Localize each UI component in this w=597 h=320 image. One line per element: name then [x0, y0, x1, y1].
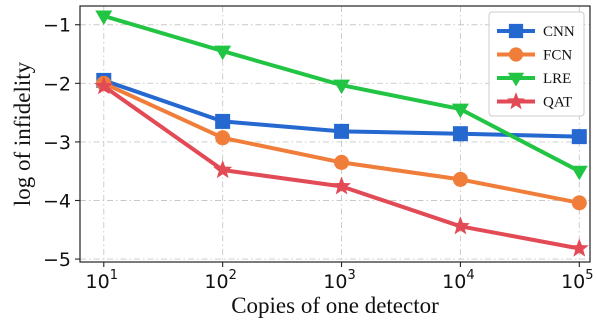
data-point-fcn [571, 195, 587, 211]
data-point-fcn [334, 154, 350, 170]
x-tick-label: 103 [323, 268, 355, 293]
legend-marker-fcn [508, 47, 524, 62]
data-point-lre [214, 45, 232, 61]
x-axis-label: Copies of one detector [231, 293, 439, 318]
y-axis-label: log of infidelity [10, 61, 35, 206]
x-tick-exponent: 5 [585, 268, 593, 283]
y-tick-label: −3 [43, 132, 71, 154]
legend-label-fcn: FCN [543, 48, 572, 64]
data-point-qat [569, 238, 589, 257]
x-tick-label: 104 [442, 268, 474, 293]
legend-label-lre: LRE [543, 71, 571, 87]
data-point-lre [95, 10, 113, 25]
legend-marker-cnn [508, 23, 524, 39]
x-tick-label: 105 [561, 268, 593, 293]
data-point-cnn [452, 126, 468, 142]
x-tick-base: 10 [204, 271, 228, 293]
data-point-cnn [215, 113, 231, 129]
y-tick-label: −5 [43, 249, 71, 271]
data-point-cnn [571, 129, 587, 145]
series-layer [94, 10, 589, 257]
data-point-cnn [334, 123, 350, 139]
x-tick-base: 10 [561, 271, 585, 293]
x-tick-base: 10 [442, 271, 466, 293]
legend-marker-qat [507, 92, 525, 110]
data-point-qat [450, 216, 470, 235]
y-tick-label: −2 [43, 73, 71, 95]
x-tick-label: 101 [86, 268, 118, 293]
legend: CNN FCN LRE QAT [488, 11, 585, 117]
x-tick-exponent: 1 [110, 268, 118, 283]
data-point-qat [213, 160, 233, 179]
x-tick-exponent: 3 [347, 268, 355, 283]
data-point-qat [332, 176, 351, 195]
plot-frame [79, 5, 591, 263]
x-tick-exponent: 2 [229, 268, 237, 283]
data-point-qat [94, 76, 114, 95]
x-tick-label: 102 [204, 268, 236, 293]
legend-label-qat: QAT [543, 95, 572, 111]
y-tick-label: −1 [43, 15, 71, 37]
data-point-fcn [452, 171, 468, 187]
legend-label-cnn: CNN [543, 24, 575, 40]
y-tick-label: −4 [43, 190, 71, 212]
data-point-lre [570, 165, 588, 181]
x-tick-exponent: 4 [466, 268, 474, 283]
x-tick-base: 10 [86, 271, 110, 293]
x-tick-base: 10 [323, 271, 347, 293]
data-point-fcn [215, 130, 231, 146]
data-point-lre [451, 103, 469, 119]
data-point-lre [333, 79, 351, 95]
legend-marker-lre [507, 72, 525, 87]
